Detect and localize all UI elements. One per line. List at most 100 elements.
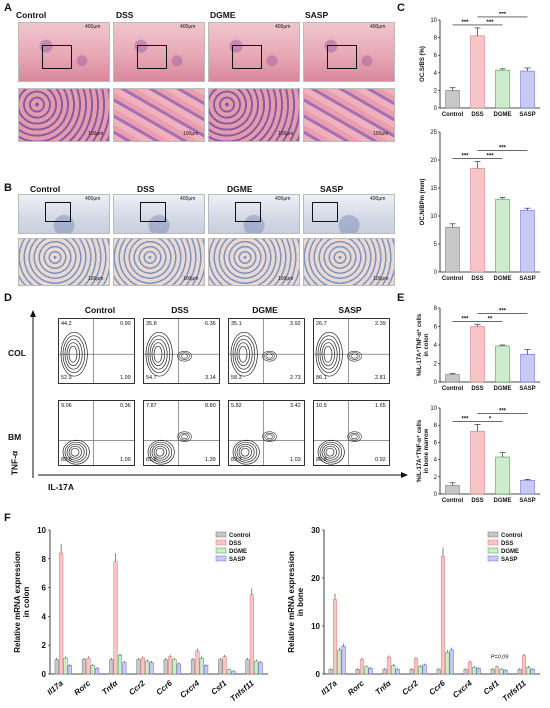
bar — [86, 657, 91, 675]
column-label-sasp-a: SASP — [305, 10, 329, 20]
scale-bar-label: 400μm — [180, 196, 196, 202]
legend-label: DSS — [501, 541, 513, 547]
bar — [521, 655, 527, 675]
x-tick-label: Rorc — [346, 678, 366, 697]
facs-plot-bm: 9.06 0.36 89.5 1.09 — [58, 400, 135, 466]
column-label-sasp-d: SASP — [338, 305, 362, 315]
x-tick-label: DGME — [494, 112, 512, 118]
bar — [245, 659, 250, 675]
contour-line — [236, 443, 255, 461]
bar — [195, 650, 200, 675]
chart-oc-s-bs: 0 2 4 6 8 10 OC.S/BS (%) Control DSS DGME SASP *** *… — [420, 12, 540, 118]
bar — [149, 662, 154, 675]
x-axis-label: IL-17A — [48, 482, 74, 492]
x-tick-label: DGME — [494, 498, 512, 504]
bar — [113, 561, 118, 675]
row-label-col: COL — [8, 348, 26, 358]
x-tick-label: Cxcr4 — [451, 678, 474, 700]
column-label-dss-a: DSS — [116, 10, 134, 20]
contour-line — [347, 431, 362, 442]
quadrant-percent: 0.92 — [375, 457, 386, 463]
contour-line — [177, 431, 192, 442]
y-tick-label: 20 — [311, 574, 320, 583]
y-tick-label: 2 — [434, 362, 438, 368]
quadrant-percent: 89.5 — [61, 457, 72, 463]
bar — [472, 667, 477, 675]
bar — [445, 485, 460, 495]
y-tick-label: 8 — [42, 555, 47, 564]
contour-plot — [229, 319, 304, 383]
column-label-dss-d: DSS — [171, 305, 189, 315]
quadrant-percent: 0.90 — [120, 321, 131, 327]
x-tick-label: DGME — [494, 386, 512, 392]
y-tick-label: 10 — [430, 18, 437, 24]
contour-line — [68, 445, 82, 459]
bar — [163, 659, 168, 675]
y-tick-label: 0 — [434, 380, 438, 386]
contour-line — [317, 335, 341, 374]
y-tick-label: 6 — [434, 53, 438, 59]
contour-line — [232, 335, 256, 374]
chart-mrna-bone: 0 10 20 30 Relative mRNA expressionin bone Il… — [287, 526, 540, 703]
column-label-dgme-d: DGME — [252, 305, 278, 315]
bar — [145, 660, 150, 675]
bar — [470, 430, 485, 495]
contour-line — [62, 335, 86, 374]
bar — [90, 665, 95, 675]
quadrant-percent: 54.7 — [146, 375, 157, 381]
legend-swatch — [487, 531, 499, 538]
bar — [445, 90, 460, 109]
x-tick-label: DSS — [471, 112, 483, 118]
column-label-dgme-a: DGME — [210, 10, 236, 20]
x-tick-label: SASP — [519, 498, 535, 504]
quadrant-percent: 52.9 — [61, 375, 72, 381]
y-tick-label: 4 — [434, 343, 438, 349]
significance-marker: *** — [461, 154, 469, 160]
y-tick-label: 4 — [42, 612, 47, 621]
bar — [526, 667, 531, 675]
bar — [203, 665, 209, 675]
contour-line — [66, 342, 80, 367]
contour-line — [181, 353, 188, 359]
contour-line — [319, 338, 338, 370]
y-tick-label: 6 — [434, 440, 438, 446]
bar — [332, 599, 338, 675]
bar — [470, 168, 485, 273]
contour-line — [145, 331, 173, 377]
contour-line — [147, 335, 171, 374]
bar — [476, 667, 481, 675]
legend-label: Control — [501, 533, 523, 539]
quadrant-percent: 5.82 — [231, 403, 242, 409]
contour-line — [64, 441, 88, 463]
significance-marker: *** — [461, 317, 469, 323]
zoom-box — [327, 45, 357, 69]
x-tick-label: Ccr2 — [127, 678, 147, 697]
contour-line — [238, 345, 248, 363]
significance-marker: *** — [461, 20, 469, 26]
bar — [409, 668, 414, 675]
bar — [368, 667, 373, 675]
significance-marker: * — [489, 416, 492, 422]
x-tick-label: Csf1 — [209, 678, 228, 696]
legend-label: SASP — [229, 557, 245, 563]
bar — [218, 659, 223, 675]
panel-label-d: D — [4, 292, 12, 304]
y-tick-label: 0 — [434, 270, 438, 276]
contour-line — [351, 353, 358, 359]
contour-line — [264, 432, 275, 441]
bar — [413, 658, 419, 675]
contour-line — [349, 432, 360, 441]
contour-line — [315, 331, 343, 377]
ihc-low-dss — [113, 194, 205, 234]
contour-line — [317, 439, 345, 465]
contour-line — [177, 350, 192, 362]
column-label-control-a: Control — [16, 10, 47, 20]
chart-bm-cells: 0 2 4 6 8 10 %IL-17A⁺TNF-α⁺ cellsin bone marro… — [416, 406, 540, 504]
bar — [109, 659, 114, 675]
bar — [495, 345, 510, 383]
quadrant-percent: 7.87 — [146, 403, 157, 409]
x-tick-label: Il17a — [45, 678, 65, 697]
significance-marker: *** — [499, 408, 507, 414]
bar — [54, 659, 59, 675]
chart-oc-n-bpm: 0 5 10 15 20 25 OC.N/BPm (mm) Control DSS DGME SAS… — [420, 130, 540, 282]
